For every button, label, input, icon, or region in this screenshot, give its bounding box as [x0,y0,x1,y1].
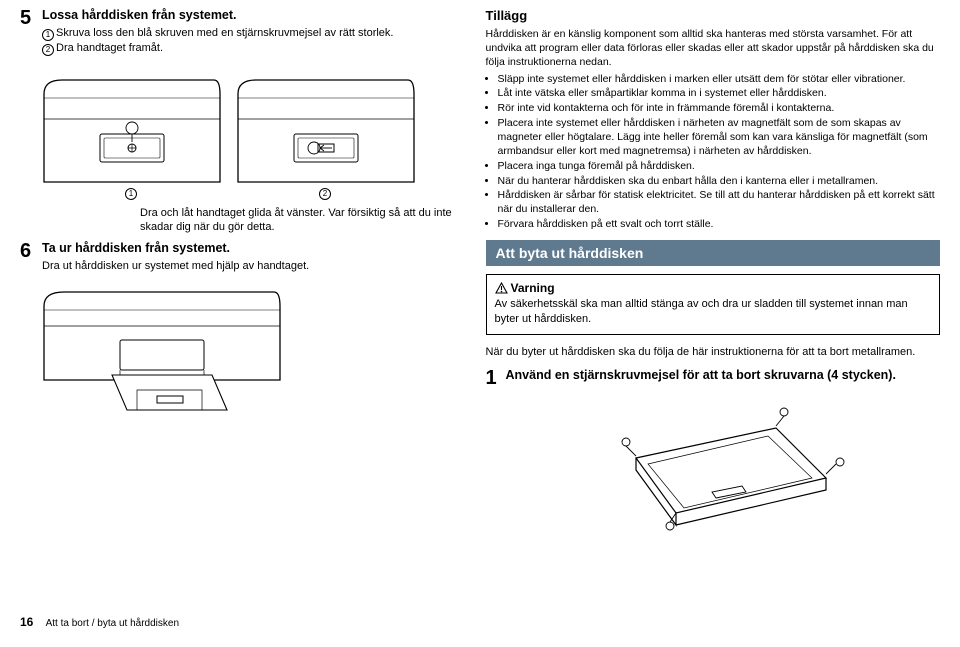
bullet-item: Rör inte vid kontakterna och för inte in… [498,102,940,116]
warning-title: Varning [495,281,931,295]
figure-hdd-frame [566,398,866,548]
fig-2-label-icon: 2 [319,188,331,200]
page-footer: 16 Att ta bort / byta ut hårddisken [20,615,179,629]
footer-section: Att ta bort / byta ut hårddisken [46,618,179,629]
bullet-item: Placera inga tunga föremål på hårddisken… [498,160,940,174]
left-column: 5 Lossa hårddisken från systemet. 1Skruv… [20,8,460,548]
warning-text: Av säkerhetsskäl ska man alltid stänga a… [495,297,931,327]
step-5-line-1: 1Skruva loss den blå skruven med en stjä… [42,26,460,41]
console-pull-hdd [42,280,282,420]
step-5-number: 5 [20,8,42,56]
bullet-item: Låt inte vätska eller småpartiklar komma… [498,87,940,101]
figure-2: 2 [236,64,416,200]
figure-1: 1 [42,64,222,200]
console-front-fig-2 [236,64,416,184]
warning-icon [495,282,508,294]
tillagg-intro: Hårddisken är en känslig komponent som a… [486,27,940,70]
warning-title-text: Varning [511,281,555,295]
step-1-title: Använd en stjärnskruvmejsel för att ta b… [506,368,896,386]
step-1-number: 1 [486,368,506,388]
section-bar: Att byta ut hårddisken [486,240,940,266]
figure-3 [42,280,282,420]
step-5-title: Lossa hårddisken från systemet. [42,8,460,24]
step-5-caption: Dra och låt handtaget glida åt vänster. … [140,206,460,236]
step-5-figures: 1 2 [42,64,460,200]
step-6: 6 Ta ur hårddisken från systemet. Dra ut… [20,241,460,273]
tillagg-bullets: Släpp inte systemet eller hårddisken i m… [486,73,940,232]
tillagg-heading: Tillägg [486,8,940,23]
post-warning-text: När du byter ut hårddisken ska du följa … [486,345,940,360]
fig-1-label-icon: 1 [125,188,137,200]
console-front-fig-1 [42,64,222,184]
circled-2-icon: 2 [42,44,54,56]
right-column: Tillägg Hårddisken är en känslig kompone… [486,8,940,548]
bullet-item: När du hanterar hårddisken ska du enbart… [498,175,940,189]
step-6-text: Dra ut hårddisken ur systemet med hjälp … [42,259,460,274]
step-5-line-2-text: Dra handtaget framåt. [56,42,163,54]
bullet-item: Förvara hårddisken på ett svalt och torr… [498,218,940,232]
circled-1-icon: 1 [42,29,54,41]
warning-box: Varning Av säkerhetsskäl ska man alltid … [486,274,940,335]
step-1-right: 1 Använd en stjärnskruvmejsel för att ta… [486,368,940,388]
step-6-number: 6 [20,241,42,273]
bullet-item: Släpp inte systemet eller hårddisken i m… [498,73,940,87]
step-5-line-2: 2Dra handtaget framåt. [42,41,460,56]
step-6-title: Ta ur hårddisken från systemet. [42,241,460,257]
step-5: 5 Lossa hårddisken från systemet. 1Skruv… [20,8,460,56]
bullet-item: Hårddisken är sårbar för statisk elektri… [498,189,940,217]
bullet-item: Placera inte systemet eller hårddisken i… [498,117,940,159]
hdd-frame-screws [566,398,866,548]
step-5-line-1-text: Skruva loss den blå skruven med en stjär… [56,27,393,39]
page-number: 16 [20,615,33,629]
